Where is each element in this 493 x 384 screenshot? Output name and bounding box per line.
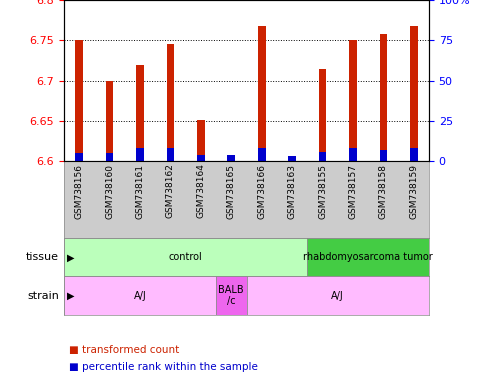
Text: GSM738155: GSM738155 (318, 164, 327, 218)
Text: BALB
/c: BALB /c (218, 285, 244, 306)
Bar (380, 150, 387, 161)
Bar (318, 68, 326, 161)
Bar (216, 276, 246, 315)
Bar (75, 40, 83, 161)
Text: GSM738160: GSM738160 (105, 164, 114, 218)
Bar (106, 153, 113, 161)
Bar (75, 153, 83, 161)
Text: tissue: tissue (26, 252, 59, 262)
Text: GSM738161: GSM738161 (136, 164, 144, 218)
Bar (64, 276, 216, 315)
Bar (197, 155, 205, 161)
Bar (318, 152, 326, 161)
Bar (167, 44, 175, 161)
Text: GSM738157: GSM738157 (349, 164, 357, 218)
Text: A/J: A/J (134, 291, 146, 301)
Bar (64, 238, 307, 276)
Bar (349, 40, 357, 161)
Text: ■ transformed count: ■ transformed count (69, 345, 179, 355)
Bar (136, 148, 144, 161)
Text: strain: strain (27, 291, 59, 301)
Text: GSM738156: GSM738156 (75, 164, 84, 218)
Text: ▶: ▶ (67, 291, 74, 301)
Text: GSM738165: GSM738165 (227, 164, 236, 218)
Text: ■ percentile rank within the sample: ■ percentile rank within the sample (69, 362, 258, 372)
Text: GSM738162: GSM738162 (166, 164, 175, 218)
Bar (307, 238, 429, 276)
Bar (349, 148, 357, 161)
Bar (227, 155, 235, 161)
Text: GSM738166: GSM738166 (257, 164, 266, 218)
Bar (246, 276, 429, 315)
Bar (258, 26, 266, 161)
Text: GSM738159: GSM738159 (409, 164, 418, 218)
Text: ▶: ▶ (67, 252, 74, 262)
Bar (258, 148, 266, 161)
Text: GSM738164: GSM738164 (196, 164, 206, 218)
Bar (106, 81, 113, 161)
Text: A/J: A/J (331, 291, 344, 301)
Bar (167, 148, 175, 161)
Text: GSM738163: GSM738163 (287, 164, 297, 218)
Bar (288, 156, 296, 161)
Bar (136, 65, 144, 161)
Bar (410, 148, 418, 161)
Bar (197, 120, 205, 161)
Bar (410, 26, 418, 161)
Text: GSM738158: GSM738158 (379, 164, 388, 218)
Bar (380, 34, 387, 161)
Text: rhabdomyosarcoma tumor: rhabdomyosarcoma tumor (303, 252, 433, 262)
Text: control: control (169, 252, 203, 262)
